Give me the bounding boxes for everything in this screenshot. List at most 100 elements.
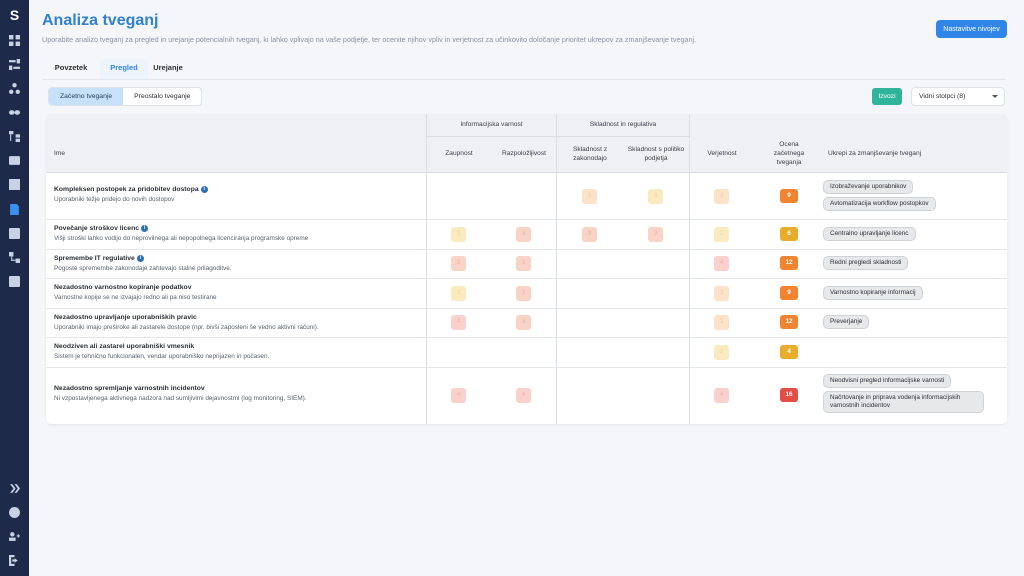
score-cell: 3 xyxy=(516,286,531,301)
app-logo[interactable]: S xyxy=(9,7,20,23)
score-cell: 3 xyxy=(714,315,729,330)
col-availability[interactable]: Razpoložljivost xyxy=(502,150,546,157)
divider xyxy=(556,114,557,424)
measure-chip[interactable]: Izobraževanje uporabnikov xyxy=(823,180,914,194)
risk-name: Nezadostno varnostno kopiranje podatkov xyxy=(54,284,192,291)
row-divider xyxy=(46,308,1007,309)
initial-score-badge: 6 xyxy=(780,227,798,241)
divider xyxy=(426,114,427,424)
score-cell: 4 xyxy=(714,388,729,403)
table-row[interactable]: Nezadostno varnostno kopiranje podatkov … xyxy=(46,279,1007,308)
hierarchy-icon[interactable] xyxy=(8,130,21,143)
col-name[interactable]: Ime xyxy=(54,150,65,157)
info-icon[interactable]: i xyxy=(200,186,208,193)
score-cell: 4 xyxy=(714,256,729,271)
table-row[interactable]: Spremembe IT regulative i Pogoste spremem… xyxy=(46,250,1007,278)
score-cell: 3 xyxy=(582,189,597,204)
initial-score-badge: 4 xyxy=(780,345,798,359)
logout-icon[interactable] xyxy=(8,554,21,567)
col-compliance-law[interactable]: Skladnost z zakonodajo xyxy=(572,146,608,162)
score-cell: 3 xyxy=(451,286,466,301)
link-icon[interactable] xyxy=(8,106,21,119)
measure-chip[interactable]: Preverjanje xyxy=(823,315,870,329)
initial-score-badge: 12 xyxy=(780,315,798,329)
table-row[interactable]: Kompleksen postopek za pridobitev dostop… xyxy=(46,174,1007,219)
table-row[interactable]: Nezadostno upravljanje uporabniških prav… xyxy=(46,309,1007,337)
row-divider xyxy=(46,278,1007,279)
info-icon[interactable]: i xyxy=(141,225,149,232)
table-row[interactable]: Neodziven ali zastarel uporabniški vmesn… xyxy=(46,338,1007,367)
initial-score-badge: 9 xyxy=(780,189,798,203)
measure-chip[interactable]: Neodvisni pregled informacijske varnosti xyxy=(823,374,952,388)
level-settings-button[interactable]: Nastavitve nivojev xyxy=(936,20,1007,38)
risk-description: Uporabniki imajo preširoke ali zastarele… xyxy=(54,324,319,331)
tab-summary[interactable]: Povzetek xyxy=(54,63,88,72)
flow-icon[interactable] xyxy=(8,251,21,264)
risk-name: Povečanje stroškov licenc i xyxy=(54,225,149,232)
tab-edit[interactable]: Urejanje xyxy=(153,63,183,72)
table-icon[interactable] xyxy=(8,178,21,191)
risk-table: Ime Informacijska varnost Skladnost in r… xyxy=(46,114,1007,424)
visible-columns-value: Vidni stolpci (8) xyxy=(919,93,966,100)
measure-chip[interactable]: Načrtovanje in priprava vodenja informac… xyxy=(823,391,984,413)
page-title: Analiza tveganj xyxy=(42,12,159,29)
expand-icon[interactable] xyxy=(8,482,21,495)
chart-icon[interactable] xyxy=(8,227,21,240)
score-cell: 2 xyxy=(714,227,729,242)
score-cell: 2 xyxy=(714,345,729,360)
dashboard-icon[interactable] xyxy=(8,34,21,47)
user-icon[interactable] xyxy=(8,506,21,519)
settings-sliders-icon[interactable] xyxy=(8,58,21,71)
measure-chip[interactable]: Redni pregledi skladnosti xyxy=(823,256,909,270)
report-icon[interactable] xyxy=(8,154,21,167)
risk-description: Sistem je tehnično funkcionalen, vendar … xyxy=(54,353,270,360)
measure-chip[interactable]: Varnostno kopiranje informacij xyxy=(823,286,923,300)
toggle-initial-risk[interactable]: Začetno tveganje xyxy=(49,88,124,105)
measure-chip[interactable]: Avtomatizacija workflow postopkov xyxy=(823,197,936,211)
risk-description: Višji stroški lahko vodijo do neprovilne… xyxy=(54,235,309,242)
export-button[interactable]: Izvozi xyxy=(872,88,902,105)
risk-description: Varnostne kopije se ne izvajajo redno al… xyxy=(54,294,217,301)
risk-name-text: Kompleksen postopek za pridobitev dostop… xyxy=(54,186,199,193)
score-cell: 3 xyxy=(582,227,597,242)
tabs-divider xyxy=(42,79,1007,80)
group-compliance: Skladnost in regulativa xyxy=(589,121,657,128)
score-cell: 3 xyxy=(451,256,466,271)
users-icon[interactable] xyxy=(8,530,21,543)
table-row[interactable]: Povečanje stroškov licenc i Višji stroški… xyxy=(46,220,1007,249)
table-row[interactable]: Nezadostno spremljanje varnostnih incide… xyxy=(46,368,1007,424)
info-icon[interactable]: i xyxy=(136,255,144,262)
toggle-residual-risk[interactable]: Preostalo tveganje xyxy=(134,93,191,100)
col-initial-score[interactable]: Ocena začetnega tveganja xyxy=(773,141,805,166)
initial-score-badge: 12 xyxy=(780,256,798,270)
risk-name-text: Povečanje stroškov licenc xyxy=(54,225,140,232)
tab-overview[interactable]: Pregled xyxy=(100,59,148,79)
visible-columns-select[interactable]: Vidni stolpci (8) xyxy=(911,87,1005,106)
col-measures[interactable]: Ukrepi za zmanjševanje tveganj xyxy=(828,150,922,157)
risk-type-toggle: Začetno tveganje Preostalo tveganje xyxy=(48,87,203,106)
initial-score-badge: 16 xyxy=(780,388,798,402)
divider xyxy=(689,114,690,424)
box-icon[interactable] xyxy=(8,275,21,288)
group-divider xyxy=(427,136,689,137)
main-content: Analiza tveganj Uporabite analizo tvegan… xyxy=(29,0,1024,576)
risk-name-text: Spremembe IT regulative xyxy=(54,255,135,262)
col-compliance-policy[interactable]: Skladnost s politiko podjetja xyxy=(627,146,685,162)
score-cell: 3 xyxy=(648,189,663,204)
group-info-security: Informacijska varnost xyxy=(460,121,523,128)
col-confidentiality[interactable]: Zaupnost xyxy=(445,150,473,157)
network-icon[interactable] xyxy=(8,82,21,95)
row-divider xyxy=(46,219,1007,220)
sidebar: S xyxy=(0,0,29,576)
score-cell: 3 xyxy=(714,189,729,204)
col-likelihood[interactable]: Verjetnost xyxy=(707,150,737,157)
score-cell: 4 xyxy=(516,388,531,403)
risk-description: Uporabniki težje pridejo do novih dostop… xyxy=(54,196,175,203)
risk-name: Spremembe IT regulative i xyxy=(54,255,144,262)
page-subtitle: Uporabite analizo tveganj za pregled in … xyxy=(42,35,697,44)
risk-name: Nezadostno upravljanje uporabniških prav… xyxy=(54,314,197,321)
risk-name: Kompleksen postopek za pridobitev dostop… xyxy=(54,186,208,193)
measure-chip[interactable]: Centralno upravljanje licenc xyxy=(823,227,916,241)
score-cell: 3 xyxy=(648,227,663,242)
document-icon[interactable] xyxy=(8,203,21,216)
